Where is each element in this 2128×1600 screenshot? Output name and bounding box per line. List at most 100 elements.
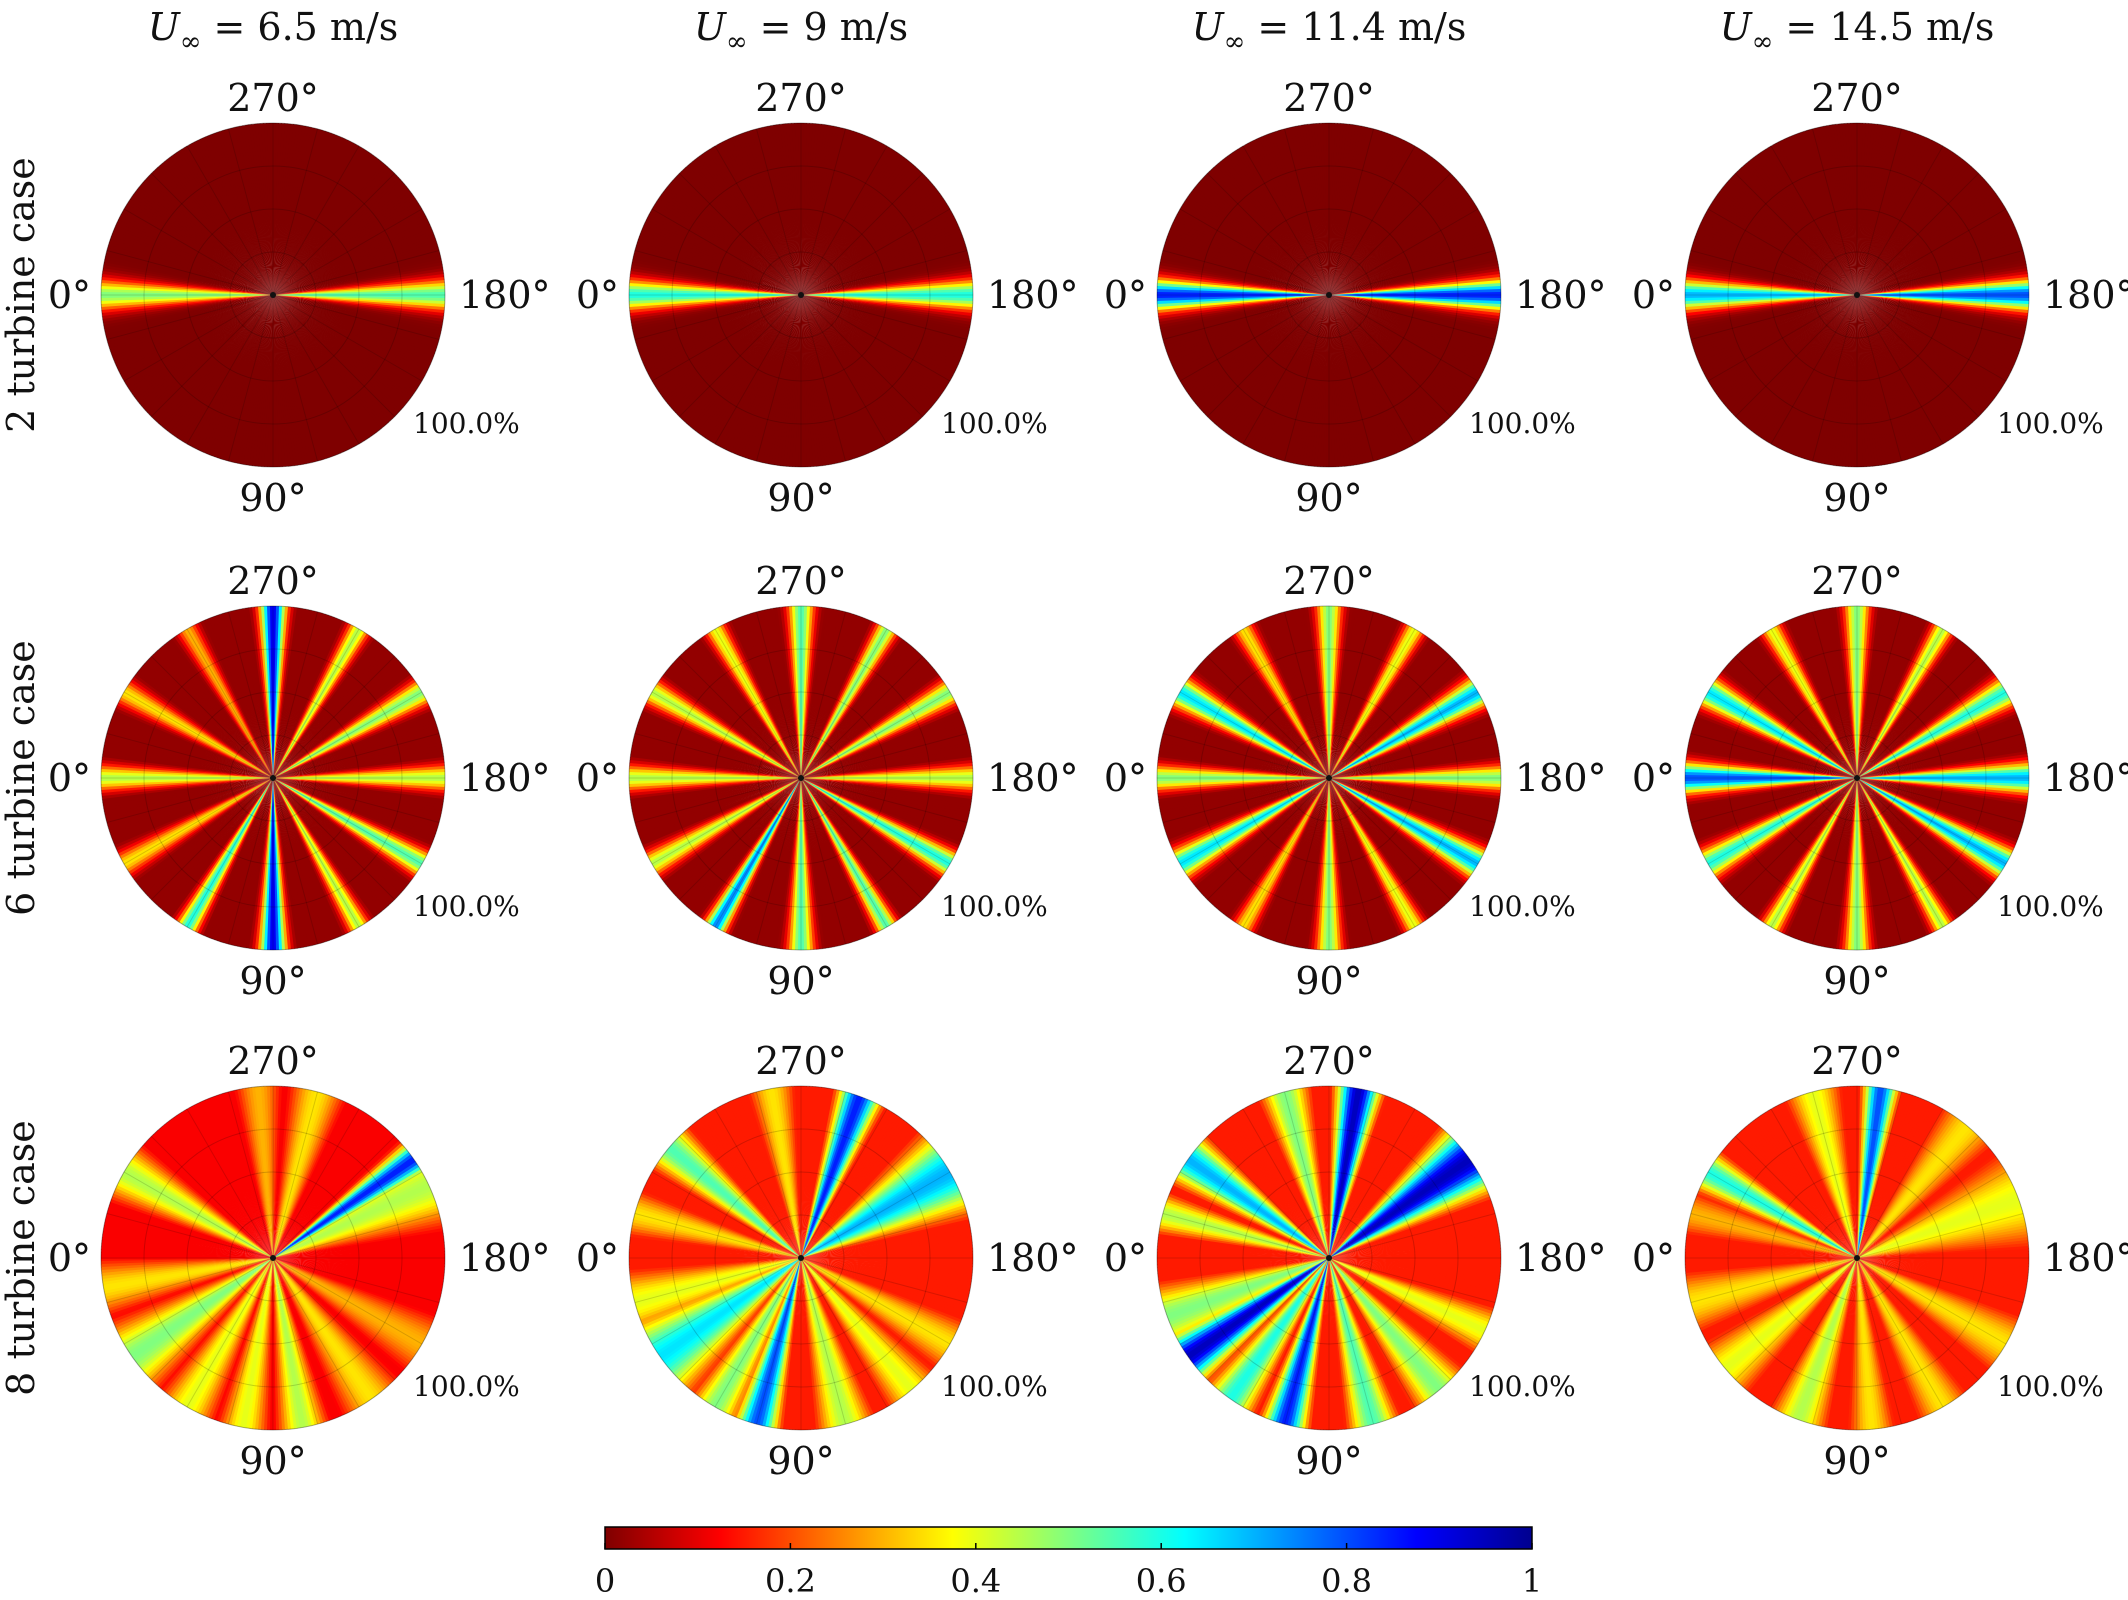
polar-grid-spoke [1207, 294, 1330, 417]
polar-wedge [273, 295, 411, 401]
polar-wedge [628, 292, 801, 296]
polar-wedge [208, 295, 273, 456]
polar-wedge [273, 123, 291, 295]
angle-label: 270° [1283, 559, 1375, 603]
polar-wedge [1184, 198, 1329, 295]
polar-wedge [1209, 295, 1329, 422]
polar-wedge [1329, 295, 1445, 425]
polar-wedge [1261, 295, 1329, 455]
polar-wedge [795, 295, 801, 467]
polar-wedge [273, 131, 329, 295]
polar-wedge [801, 295, 962, 360]
polar-wedge [151, 295, 273, 420]
polar-wedge [1329, 295, 1477, 387]
polar-grid-spoke [272, 294, 440, 340]
polar-wedge [745, 295, 801, 459]
polar-wedge [174, 295, 273, 439]
angle-label: 270° [755, 76, 847, 120]
polar-wedge [1329, 295, 1426, 440]
polar-wedge [1329, 295, 1460, 411]
polar-wedge [264, 295, 273, 467]
polar-wedge [273, 295, 358, 447]
polar-wedge [1157, 277, 1329, 295]
polar-wedge [801, 295, 973, 307]
polar-wedge [643, 222, 801, 295]
polar-wedge [273, 295, 378, 435]
polar-wedge [801, 123, 819, 295]
polar-wedge [168, 155, 273, 295]
polar-wedge [110, 236, 273, 295]
polar-wedge [1329, 295, 1495, 346]
polar-wedge [801, 295, 913, 429]
polar-wedge [704, 150, 801, 295]
polar-wedge [1179, 206, 1329, 295]
polar-wedge [273, 295, 417, 394]
polar-wedge [1198, 179, 1329, 295]
polar-wedge [176, 150, 273, 295]
polar-wedge [801, 132, 860, 295]
polar-wedge [1290, 295, 1329, 464]
polar-wedge [753, 295, 801, 462]
polar-wedge [801, 295, 972, 322]
polar-wedge [273, 188, 411, 295]
polar-wedge [1159, 262, 1329, 295]
polar-wedge [243, 295, 273, 466]
polar-wedge [801, 129, 852, 295]
polar-wedge [261, 295, 273, 467]
polar-wedge [801, 123, 810, 295]
polar-wedge [1329, 168, 1449, 295]
polar-wedge [273, 151, 372, 295]
column-title: U∞ = 14.5 m/s [1720, 5, 1995, 57]
polar-wedge [273, 142, 357, 295]
polar-wedge [1329, 150, 1426, 295]
polar-wedge [1192, 186, 1329, 295]
polar-wedge [143, 295, 273, 411]
polar-wedge [801, 295, 969, 340]
polar-wedge [101, 289, 273, 295]
polar-wedge [1188, 295, 1329, 397]
polar-wedge [273, 295, 430, 371]
polar-wedge [273, 295, 423, 384]
polar-wedge [160, 295, 273, 428]
polar-wedge [147, 295, 273, 416]
polar-wedge [141, 295, 273, 409]
polar-wedge [1311, 295, 1329, 467]
polar-wedge [273, 295, 437, 351]
polar-wedge [801, 155, 905, 295]
polar-wedge [1305, 295, 1329, 466]
polar-wedge [273, 144, 359, 295]
angle-label: 180° [1515, 756, 1607, 800]
polar-wedge [178, 149, 273, 295]
polar-wedge [273, 295, 373, 438]
polar-wedge [273, 295, 424, 381]
polar-wedge [273, 141, 354, 295]
polar-wedge [695, 295, 801, 433]
polar-wedge [273, 295, 391, 423]
polar-wedge [801, 124, 825, 295]
polar-wedge [1329, 135, 1397, 295]
polar-wedge [1329, 295, 1500, 322]
polar-wedge [634, 247, 801, 295]
polar-wedge [1227, 154, 1329, 295]
polar-wedge [696, 155, 801, 295]
polar-wedge [1253, 295, 1329, 452]
polar-wedge [1329, 295, 1429, 438]
polar-wedge [801, 295, 946, 392]
polar-grid-spoke [186, 294, 274, 445]
polar-wedge [273, 128, 321, 295]
polar-wedge [273, 170, 395, 295]
angle-label: 0° [1632, 273, 1675, 317]
angle-label: 90° [239, 1439, 306, 1483]
polar-wedge [157, 165, 273, 295]
polar-wedge [252, 295, 273, 467]
polar-wedge [159, 163, 273, 295]
polar-wedge [273, 295, 438, 349]
angle-label: 180° [987, 273, 1079, 317]
polar-wedge [273, 198, 418, 295]
polar-wedge [1185, 196, 1329, 295]
polar-wedge [1329, 200, 1475, 295]
polar-wedge [169, 295, 273, 435]
polar-wedge [1329, 295, 1494, 349]
polar-wedge [661, 295, 801, 400]
polar-wedge [687, 163, 801, 295]
